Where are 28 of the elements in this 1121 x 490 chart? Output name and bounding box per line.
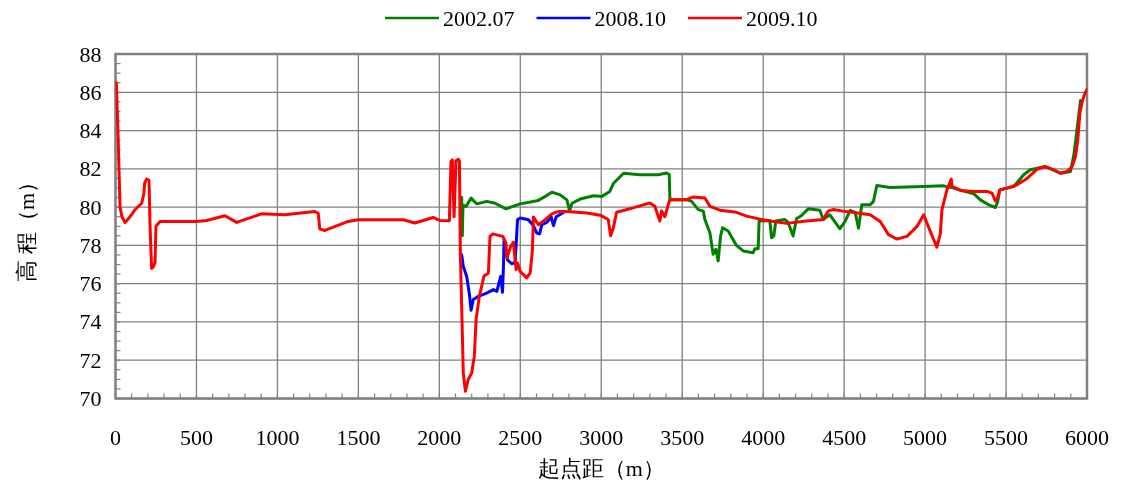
- x-tick-label: 3000: [579, 425, 624, 450]
- y-tick-label: 80: [79, 194, 102, 220]
- legend-label: 2008.10: [594, 5, 666, 31]
- y-tick-label: 70: [79, 386, 102, 411]
- x-tick-label: 1500: [336, 425, 381, 450]
- y-tick-label: 84: [79, 118, 102, 144]
- y-tick-label: 82: [79, 156, 102, 182]
- x-tick-label: 2500: [498, 425, 543, 450]
- x-tick-label: 4000: [741, 425, 786, 450]
- y-tick-label: 72: [79, 347, 102, 373]
- y-axis-title: 高 程（m）: [13, 170, 39, 282]
- y-tick-label: 78: [79, 232, 102, 258]
- y-tick-label: 88: [79, 41, 102, 67]
- y-tick-label: 74: [79, 309, 102, 335]
- x-tick-label: 3500: [660, 425, 705, 450]
- x-tick-label: 500: [179, 425, 213, 450]
- x-tick-label: 1000: [255, 425, 300, 450]
- legend-label: 2009.10: [746, 5, 818, 31]
- x-tick-label: 5000: [903, 425, 948, 450]
- x-tick-label: 5500: [984, 425, 1029, 450]
- x-axis-title: 起点距（m）: [537, 455, 665, 481]
- x-tick-label: 6000: [1065, 425, 1109, 450]
- x-tick-label: 4500: [822, 425, 867, 450]
- y-tick-label: 76: [79, 271, 102, 297]
- legend-label: 2002.07: [443, 5, 515, 31]
- x-tick-label: 2000: [417, 425, 462, 450]
- x-tick-label: 0: [110, 425, 121, 450]
- y-tick-label: 86: [79, 79, 102, 105]
